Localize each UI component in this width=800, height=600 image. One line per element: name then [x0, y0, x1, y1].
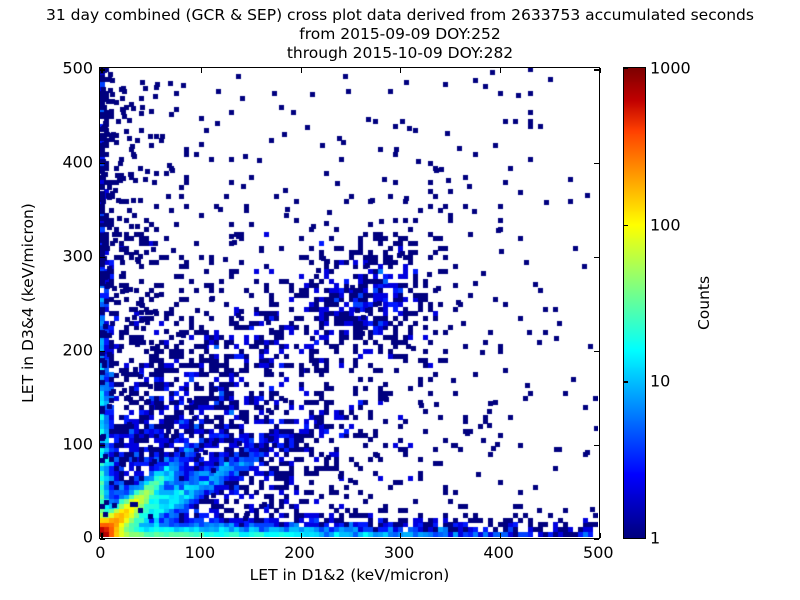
x-tick: [300, 533, 302, 538]
title-line-1: 31 day combined (GCR & SEP) cross plot d…: [46, 6, 754, 24]
x-tick: [499, 533, 501, 538]
y-tick-label: 400: [62, 152, 93, 172]
y-tick-right: [594, 444, 599, 446]
title-line-2: from 2015-09-09 DOY:252: [299, 25, 501, 43]
x-tick-top: [599, 68, 601, 73]
y-tick-label: 500: [62, 58, 93, 78]
x-tick-label: 500: [583, 543, 614, 562]
y-tick: [100, 69, 105, 71]
y-axis-label: LET in D3&4 (keV/micron): [19, 203, 37, 403]
x-tick: [200, 533, 203, 538]
x-tick-top: [200, 68, 203, 73]
x-tick-top: [499, 68, 501, 73]
x-tick-top: [300, 68, 302, 73]
x-tick: [101, 533, 103, 538]
y-tick-right: [594, 350, 599, 352]
plot-title: 31 day combined (GCR & SEP) cross plot d…: [0, 6, 800, 63]
x-tick: [400, 533, 402, 538]
y-tick: [100, 350, 105, 352]
y-tick-right: [594, 538, 599, 540]
histogram-canvas: [100, 68, 598, 537]
y-tick-label: 300: [62, 246, 93, 266]
colorbar-tick-label: 1: [650, 528, 661, 548]
y-tick-label: 200: [62, 340, 93, 360]
y-tick: [100, 538, 105, 540]
x-tick-label: 300: [383, 543, 415, 562]
y-tick-label: 100: [62, 434, 93, 453]
y-tick-label: 0: [82, 527, 93, 547]
x-tick-label: 100: [184, 543, 216, 562]
colorbar-label: Counts: [695, 275, 713, 331]
y-tick-right: [594, 69, 599, 71]
colorbar: [623, 67, 646, 540]
colorbar-tick: [623, 381, 628, 383]
plot-axes: [99, 67, 601, 540]
colorbar-tick-label: 1000: [650, 58, 691, 78]
x-tick-label: 0: [95, 543, 106, 562]
x-tick-label: 400: [483, 543, 514, 562]
title-line-3: through 2015-10-09 DOY:282: [286, 44, 514, 62]
y-tick-right: [594, 256, 599, 259]
x-tick: [599, 533, 601, 538]
colorbar-tick: [623, 538, 628, 540]
colorbar-tick: [623, 68, 628, 70]
y-tick: [100, 256, 105, 259]
colorbar-tick-label: 100: [650, 215, 681, 235]
x-axis-label: LET in D1&2 (keV/micron): [249, 566, 450, 584]
colorbar-tick-label: 10: [650, 371, 671, 391]
y-tick: [100, 444, 105, 446]
colorbar-tick: [623, 224, 628, 226]
x-tick-label: 200: [284, 543, 315, 562]
x-tick-top: [400, 68, 402, 73]
y-tick: [100, 163, 105, 165]
colorbar-gradient: [623, 67, 646, 539]
y-tick-right: [594, 163, 599, 165]
